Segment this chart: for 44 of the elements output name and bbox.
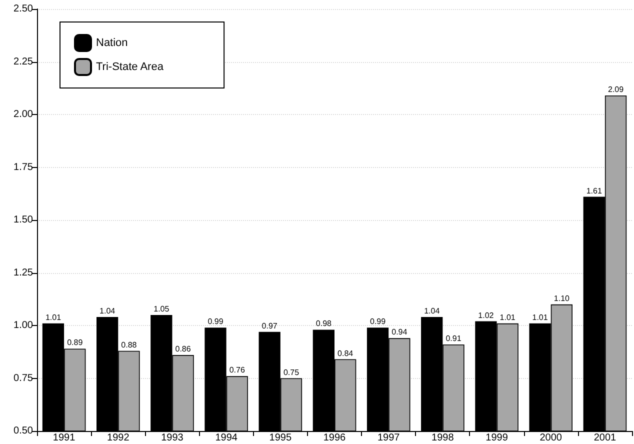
data-label: 1.10 xyxy=(554,294,570,303)
data-label: 0.94 xyxy=(392,328,408,337)
y-tick-label: 2.50 xyxy=(14,4,34,14)
x-tick-label: 1999 xyxy=(486,432,508,444)
y-tick-label: 1.00 xyxy=(14,320,34,331)
data-label: 0.89 xyxy=(67,338,84,348)
x-tick-label: 1996 xyxy=(323,432,346,444)
data-label: 1.05 xyxy=(154,304,170,314)
x-tick-label: 1991 xyxy=(52,432,76,444)
x-tick-label: 1998 xyxy=(432,432,454,444)
x-tick-label: 1994 xyxy=(215,432,238,444)
data-label: 0.91 xyxy=(446,334,462,343)
y-tick-label: 0.75 xyxy=(14,372,34,384)
data-label: 1.01 xyxy=(45,312,62,322)
data-label: 1.04 xyxy=(100,306,116,316)
data-label: 0.84 xyxy=(338,348,354,358)
data-label: 1.04 xyxy=(424,306,440,316)
data-label: 0.97 xyxy=(262,321,278,330)
y-tick-label: 1.50 xyxy=(14,214,34,226)
y-tick-label: 1.75 xyxy=(14,162,34,173)
y-tick-label: 2.00 xyxy=(14,109,34,120)
data-label: 0.99 xyxy=(370,317,386,326)
x-tick-label: 2000 xyxy=(540,432,562,444)
x-tick-label: 1992 xyxy=(107,432,130,444)
data-label: 0.86 xyxy=(175,344,192,354)
legend-label: Tri-State Area xyxy=(96,61,164,73)
x-tick-label: 1995 xyxy=(269,432,292,444)
x-tick-label: 2001 xyxy=(594,432,617,444)
data-label: 0.99 xyxy=(208,317,224,326)
y-tick-label: 0.50 xyxy=(14,426,34,436)
data-label: 1.02 xyxy=(478,310,494,320)
data-label: 0.75 xyxy=(283,368,300,377)
data-label: 1.61 xyxy=(586,186,602,196)
x-tick-label: 1993 xyxy=(161,432,184,444)
data-label: 1.01 xyxy=(500,312,516,322)
data-label: 2.09 xyxy=(608,85,624,94)
y-tick-label: 2.25 xyxy=(14,56,34,68)
data-label: 0.98 xyxy=(316,319,332,328)
legend-label: Nation xyxy=(96,37,128,49)
data-label: 0.88 xyxy=(121,340,138,350)
x-tick-label: 1997 xyxy=(377,432,400,444)
y-tick-label: 1.25 xyxy=(14,267,34,278)
data-label: 1.01 xyxy=(532,312,548,322)
data-label: 0.76 xyxy=(229,366,246,375)
